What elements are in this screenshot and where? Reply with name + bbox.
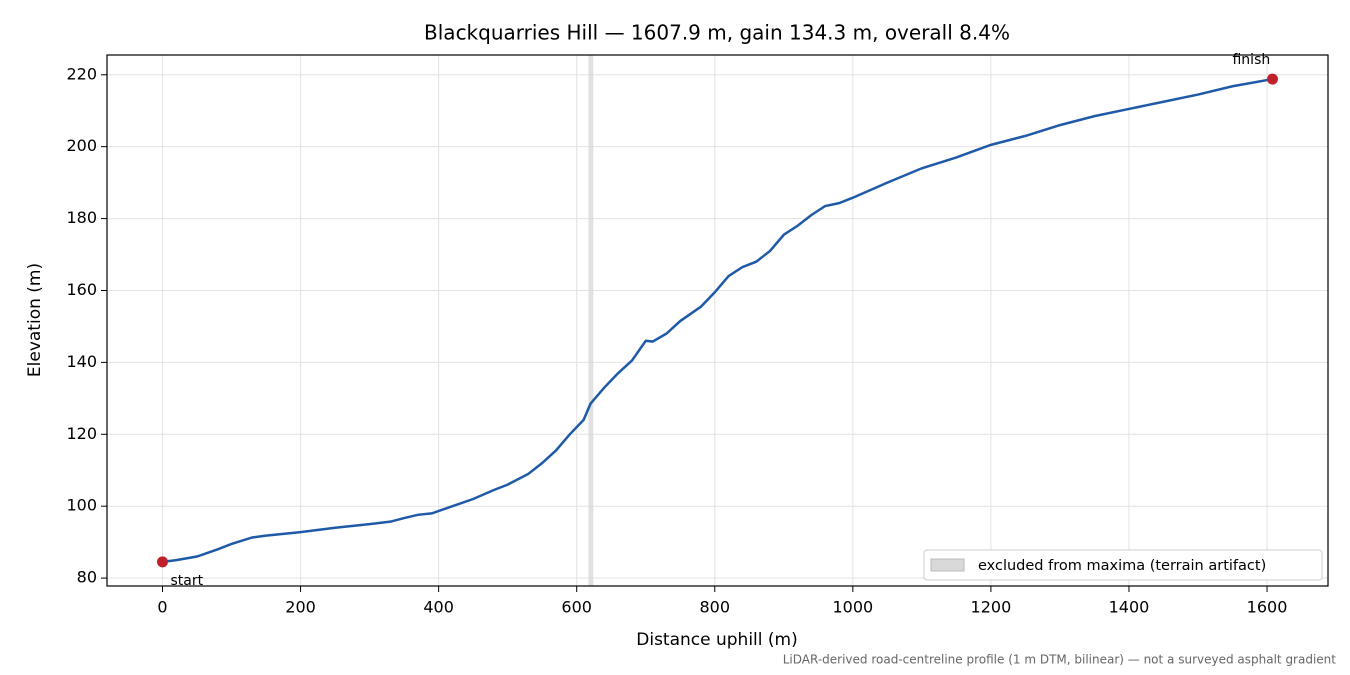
axes-frame xyxy=(106,54,1329,587)
legend-patch xyxy=(930,558,965,572)
x-tick-label: 600 xyxy=(561,598,592,617)
chart-title: Blackquarries Hill — 1607.9 m, gain 134.… xyxy=(424,21,1010,45)
x-tick-label: 1400 xyxy=(1109,598,1150,617)
y-axis-label: Elevation (m) xyxy=(25,263,45,377)
footnote: LiDAR-derived road-centreline profile (1… xyxy=(783,653,1337,667)
x-tick-label: 1000 xyxy=(832,598,873,617)
x-tick-label: 1600 xyxy=(1247,598,1288,617)
y-tick-label: 80 xyxy=(77,568,97,587)
x-tick-label: 200 xyxy=(285,598,316,617)
excluded-span xyxy=(588,55,594,586)
y-tick-label: 200 xyxy=(66,136,97,155)
x-tick-label: 400 xyxy=(423,598,454,617)
y-tick-label: 140 xyxy=(66,352,97,371)
legend-label: excluded from maxima (terrain artifact) xyxy=(978,558,1266,574)
endpoint-marker xyxy=(1266,73,1278,85)
x-axis-label: Distance uphill (m) xyxy=(636,630,797,650)
x-tick-label: 800 xyxy=(699,598,730,617)
legend-box xyxy=(923,549,1323,581)
annotation: finish xyxy=(1232,52,1270,68)
annotation: start xyxy=(171,573,204,589)
elevation-line xyxy=(162,77,1273,564)
y-tick-label: 160 xyxy=(66,280,97,299)
y-tick-label: 220 xyxy=(66,64,97,83)
x-tick-label: 0 xyxy=(157,598,167,617)
x-tick-label: 1200 xyxy=(971,598,1012,617)
endpoint-marker xyxy=(157,556,169,568)
y-tick-label: 180 xyxy=(66,208,97,227)
y-tick-label: 120 xyxy=(66,424,97,443)
y-tick-label: 100 xyxy=(66,496,97,515)
